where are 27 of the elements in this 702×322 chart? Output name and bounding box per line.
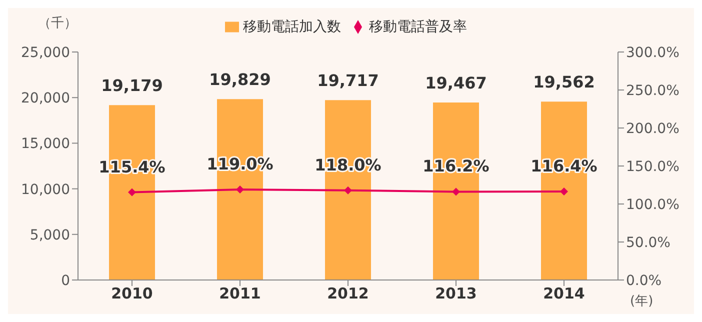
y2-tick-label: 250.0% (626, 82, 680, 99)
y-tick-label: 10,000 (21, 182, 70, 198)
y2-tick-label: 0.0% (626, 272, 662, 289)
y-tick-label: 15,000 (21, 136, 70, 152)
y2-tick-label: 100.0% (626, 196, 680, 213)
data-label: 19,562 (533, 72, 595, 92)
legend-label: 移動電話加入数 (243, 19, 341, 35)
y-tick-label: 0 (61, 272, 70, 289)
data-label: 19,717 (317, 71, 379, 90)
y2-tick-label: 200.0% (626, 120, 680, 137)
legend-label: 移動電話普及率 (369, 19, 467, 35)
data-label: 19,467 (425, 73, 487, 92)
y-tick-label: 25,000 (21, 44, 70, 61)
x-tick-label: 2011 (219, 284, 261, 303)
y2-tick-label: 50.0% (626, 234, 670, 251)
y-tick-label: 5,000 (30, 227, 70, 244)
y-tick-label: 20,000 (21, 90, 70, 107)
x-tick-label: 2013 (435, 284, 477, 303)
y2-tick-label: 150.0% (626, 158, 680, 175)
x-axis-title: (年) (630, 293, 654, 310)
data-label: 19,179 (101, 76, 163, 96)
x-tick-label: 2010 (111, 284, 153, 303)
y2-tick-label: 300.0% (626, 44, 680, 61)
data-label: 19,829 (209, 70, 271, 90)
x-tick-label: 2012 (327, 284, 369, 303)
x-tick-label: 2014 (543, 284, 585, 303)
y-axis-title: （千） (38, 15, 77, 32)
